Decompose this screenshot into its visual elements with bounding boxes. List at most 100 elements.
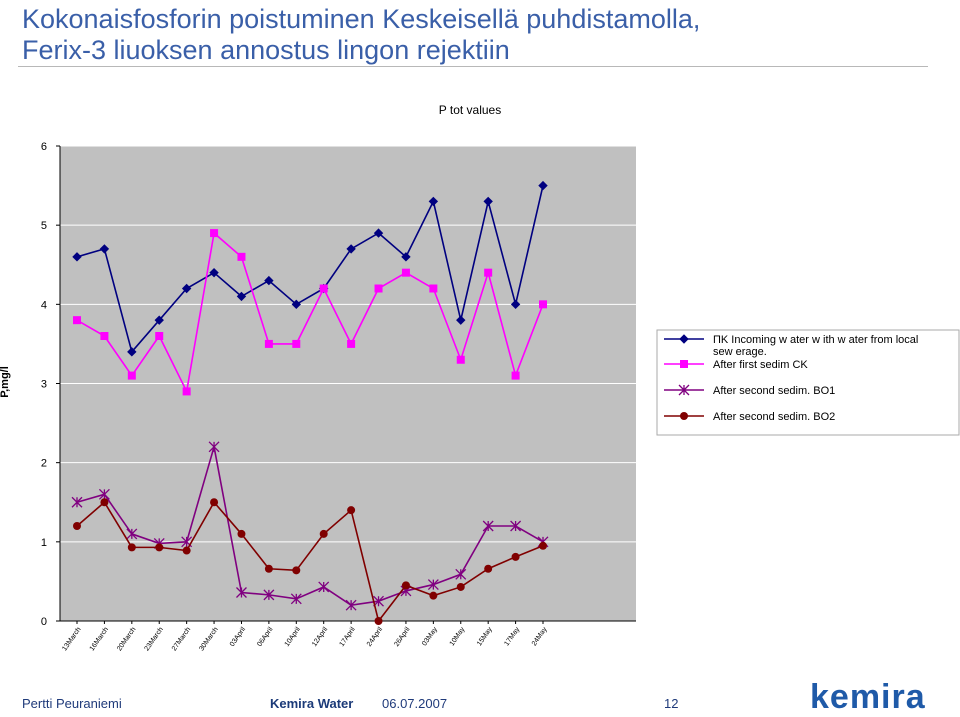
data-point <box>127 371 136 380</box>
x-tick-label: 10April <box>284 626 302 648</box>
x-tick-label: 16March <box>89 626 110 652</box>
legend-box <box>656 329 960 436</box>
x-tick-label: 27March <box>171 626 192 652</box>
series-line <box>76 446 544 607</box>
chart-title: P tot values <box>439 103 501 117</box>
title-divider <box>18 66 928 67</box>
data-point <box>374 617 383 625</box>
data-point <box>155 332 164 340</box>
data-point <box>73 522 81 530</box>
data-point <box>100 498 109 507</box>
series-line <box>76 185 544 354</box>
data-point <box>73 316 81 325</box>
data-point <box>539 541 547 550</box>
series-after-first-sedim <box>73 229 547 396</box>
data-point <box>292 566 301 575</box>
x-tick-label: 15May <box>476 626 494 648</box>
legend-swatch-marker <box>680 412 688 420</box>
data-point <box>428 196 439 207</box>
data-point <box>345 599 357 611</box>
data-point <box>319 284 328 293</box>
data-point <box>401 268 410 277</box>
data-point <box>347 506 356 515</box>
x-tick-label: 06April <box>256 626 274 648</box>
series-layer <box>71 180 549 625</box>
data-point <box>154 315 164 325</box>
data-point <box>429 591 438 600</box>
data-point <box>98 488 110 500</box>
legend-item: After second sedim. BO2 <box>664 411 835 423</box>
series-after-second-sedim-bo2 <box>73 498 547 625</box>
data-point <box>237 529 246 538</box>
legend-swatch-marker <box>680 360 688 368</box>
data-point <box>484 564 493 573</box>
slide-title: Kokonaisfosforin poistuminen Keskeisellä… <box>22 4 700 66</box>
data-point <box>456 355 465 364</box>
data-point <box>209 267 219 278</box>
legend-label: After second sedim. BO2 <box>713 411 835 423</box>
legend-swatch-marker <box>678 384 690 396</box>
data-point <box>291 299 302 310</box>
legend-swatch-marker <box>679 334 689 344</box>
y-axis-label: P,mg/l <box>0 366 11 398</box>
data-point <box>208 441 220 453</box>
data-point <box>126 528 138 540</box>
data-point <box>511 552 520 561</box>
footer-page-number: 12 <box>664 696 679 711</box>
data-point <box>484 268 493 277</box>
y-tick-label: 1 <box>41 537 47 549</box>
data-point <box>319 529 328 538</box>
kemira-logo: kemira <box>810 678 926 716</box>
legend: ПK Incoming w ater w ith w ater from loc… <box>656 329 960 436</box>
x-tick-label: 13March <box>61 626 82 652</box>
data-point <box>155 543 164 552</box>
legend-label: After second sedim. BO1 <box>713 385 835 397</box>
data-point <box>427 579 439 591</box>
y-tick-label: 4 <box>41 299 47 311</box>
slide-title-line1: Kokonaisfosforin poistuminen Keskeisellä… <box>22 4 701 34</box>
data-point <box>182 546 191 555</box>
data-point <box>264 564 273 573</box>
data-point <box>264 275 274 286</box>
data-point <box>182 387 191 396</box>
data-point <box>127 347 137 357</box>
data-point <box>539 300 547 309</box>
data-point <box>264 339 273 348</box>
data-point <box>72 252 82 262</box>
series-line <box>76 231 544 394</box>
data-point <box>538 180 548 191</box>
y-tick-labels: 0 1 2 3 4 5 6 <box>41 141 47 628</box>
x-tick-label: 26April <box>393 626 411 648</box>
data-point <box>210 229 219 238</box>
y-tick-label: 6 <box>41 141 47 153</box>
data-point <box>401 252 411 262</box>
p-tot-line-chart: P tot values P,mg/l 0 1 2 3 4 5 6 13March 16Mar… <box>0 103 960 652</box>
data-point <box>263 589 275 601</box>
footer-author: Pertti Peuraniemi <box>22 696 122 711</box>
data-point <box>347 339 356 348</box>
x-tick-label: 03May <box>421 626 439 648</box>
data-point <box>511 371 520 380</box>
x-tick-label: 24April <box>366 626 384 648</box>
footer-date: 06.07.2007 <box>382 696 448 711</box>
data-point <box>100 332 109 340</box>
data-point <box>510 520 522 532</box>
data-point <box>373 228 384 238</box>
x-tick-label: 12April <box>311 626 329 648</box>
series-line <box>76 500 544 623</box>
legend-item: After second sedim. BO1 <box>664 384 835 397</box>
x-tick-label: 17April <box>339 626 357 648</box>
legend-label: After first sedim CK <box>713 359 808 371</box>
data-point <box>99 244 110 254</box>
data-point <box>236 291 247 302</box>
x-tick-label: 10May <box>449 626 467 648</box>
data-point <box>374 284 383 293</box>
data-point <box>127 543 136 552</box>
data-point <box>237 252 246 261</box>
data-point <box>181 283 192 294</box>
x-tick-label: 23March <box>144 626 165 652</box>
data-point <box>456 315 466 325</box>
data-point <box>290 593 302 605</box>
y-tick-label: 2 <box>41 458 47 470</box>
slide-title-line2: Ferix-3 liuoksen annostus lingon rejekti… <box>22 35 510 65</box>
